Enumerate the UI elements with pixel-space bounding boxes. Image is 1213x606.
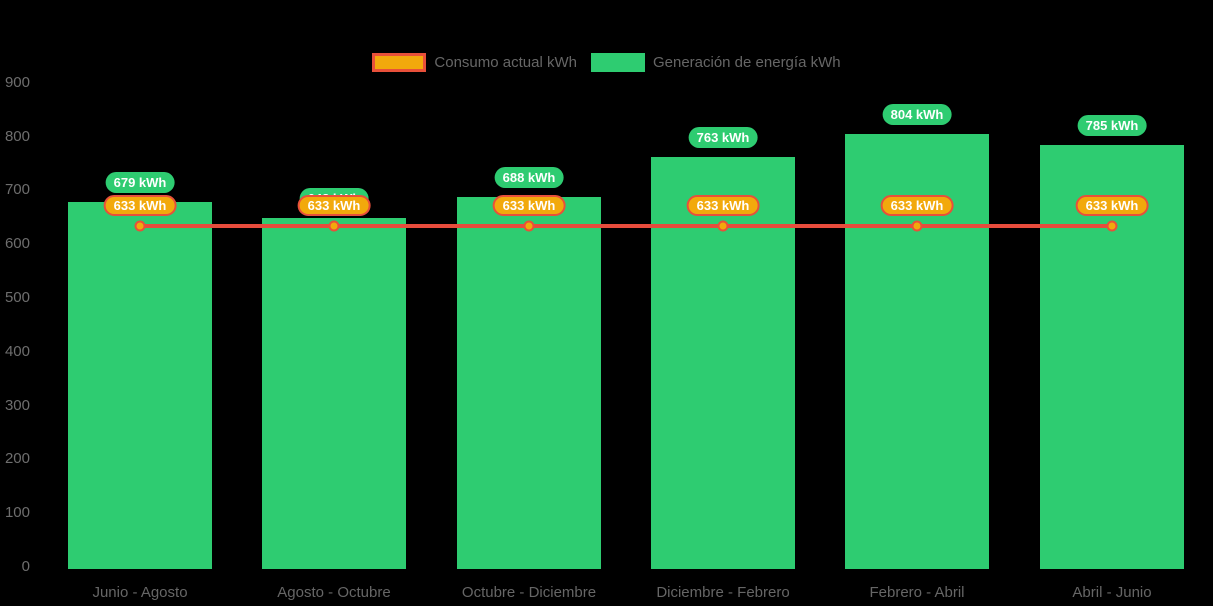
consumption-value-badge: 633 kWh [1075,195,1149,217]
line-point[interactable] [911,220,923,232]
x-axis-label: Octubre - Diciembre [461,584,597,601]
x-axis-label: Junio - Agosto [92,584,188,601]
consumo-swatch-icon [372,53,427,72]
line-point[interactable] [328,220,340,232]
line-point[interactable] [523,220,535,232]
chart-legend: Consumo actual kWh Generación de energía… [0,52,1213,73]
y-axis-tick-label: 100 [4,504,30,522]
consumption-line [140,224,1112,229]
line-point[interactable] [717,220,729,232]
y-axis-tick-label: 600 [4,235,30,253]
generation-bar[interactable] [68,201,212,569]
generation-bar[interactable] [457,196,601,569]
y-axis-tick-label: 300 [4,396,30,414]
generacion-swatch-icon [590,53,645,72]
legend-item-generacion[interactable]: Generación de energía kWh [590,53,841,72]
consumption-value-badge: 633 kWh [686,195,760,217]
generation-value-badge: 804 kWh [882,104,952,126]
generation-bar[interactable] [651,156,795,569]
line-point[interactable] [1106,220,1118,232]
x-axis-label: Abril - Junio [1072,584,1152,601]
y-axis-tick-label: 500 [4,289,30,306]
line-point[interactable] [134,220,146,232]
y-axis-tick-label: 400 [4,342,30,360]
consumption-value-badge: 633 kWh [103,195,177,217]
generation-value-badge: 679 kWh [105,171,175,193]
generation-value-badge: 763 kWh [688,126,758,148]
y-axis-tick-label: 700 [4,181,30,199]
consumption-value-badge: 633 kWh [492,195,566,217]
y-axis-tick-label: 200 [4,450,30,468]
x-axis-label: Agosto - Octubre [277,584,391,601]
generation-bar[interactable] [262,218,406,569]
legend-item-consumo[interactable]: Consumo actual kWh [372,53,577,72]
generation-value-badge: 688 kWh [494,166,564,188]
y-axis-tick-label: 900 [4,73,30,91]
x-axis-label: Febrero - Abril [869,584,965,601]
y-axis-tick-label: 800 [4,127,30,145]
x-axis-label: Diciembre - Febrero [656,584,790,601]
generation-value-badge: 785 kWh [1077,114,1147,136]
legend-label-generacion: Generación de energía kWh [652,54,841,71]
legend-label-consumo: Consumo actual kWh [434,54,577,71]
y-axis-tick-label: 0 [21,558,30,575]
consumption-value-badge: 633 kWh [297,195,371,217]
consumption-value-badge: 633 kWh [880,195,954,217]
